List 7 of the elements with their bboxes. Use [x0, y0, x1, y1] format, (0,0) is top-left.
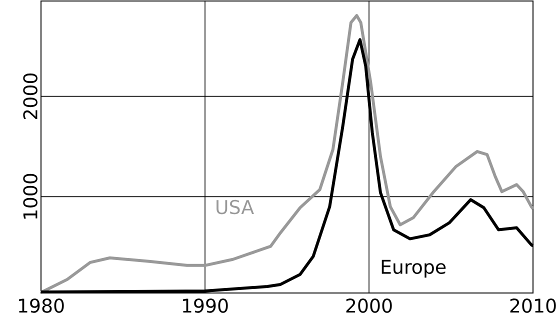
x-tick-label: 1990: [182, 298, 228, 313]
y-tick-label: 1000: [23, 174, 38, 219]
x-tick-label: 2000: [346, 298, 392, 313]
series-label: USA: [216, 200, 254, 214]
x-tick-label: 2010: [510, 298, 556, 313]
series-label: Europe: [382, 260, 446, 278]
x-tick-label: 1980: [18, 298, 64, 313]
